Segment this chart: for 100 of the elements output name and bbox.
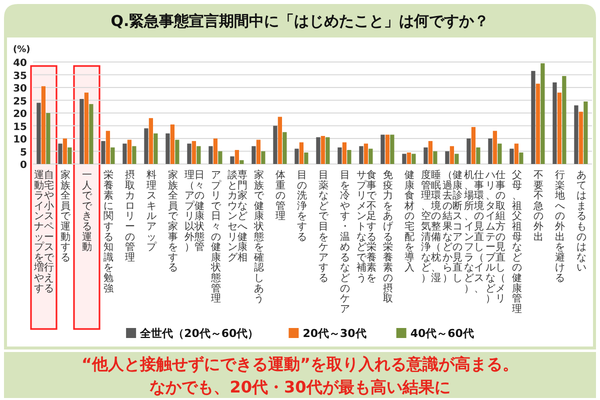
bar [89, 104, 94, 164]
category-label: 自宅や小スペースで行える運動ラインナップを増やす [34, 170, 54, 294]
bar [256, 140, 261, 164]
bar [536, 84, 540, 164]
bar [234, 150, 240, 164]
category-label: 仕事環境の見直し（イス、机、場所、インフラなど） [464, 170, 484, 294]
bar [385, 134, 390, 164]
bar [218, 151, 222, 164]
bar [166, 133, 170, 164]
legend-label: 全世代（20代～60代） [139, 327, 259, 340]
bar [476, 147, 480, 164]
bar [36, 102, 41, 164]
bar [208, 146, 213, 164]
bar [574, 105, 578, 164]
bar [578, 112, 584, 164]
bar [278, 116, 282, 164]
category-label: 栄養素に関する知識を勉強 [103, 170, 114, 294]
bar [252, 146, 256, 164]
bar [187, 144, 192, 164]
bar [368, 148, 373, 164]
bar [433, 151, 438, 164]
y-tick-label: 10 [13, 134, 28, 146]
bar [402, 154, 406, 164]
bar [110, 147, 115, 164]
bar [428, 141, 433, 164]
bar [562, 76, 566, 164]
bar [359, 146, 364, 164]
bar [196, 146, 201, 164]
y-tick-label: 0 [20, 160, 28, 171]
bar [282, 132, 287, 164]
bar [46, 113, 50, 164]
y-tick-label: 5 [20, 147, 28, 158]
category-label: 家族全員で運動する [60, 170, 70, 264]
bar [531, 70, 536, 164]
category-label: 健康食材の宅配を導入 [404, 170, 414, 274]
bar [412, 154, 416, 164]
bar [299, 142, 304, 164]
bar [170, 124, 175, 164]
y-tick-label: 20 [13, 109, 28, 120]
bar [148, 118, 154, 164]
x-tick-label: 不要不急の外出 [532, 170, 544, 243]
bar [380, 134, 385, 164]
bar [492, 130, 498, 164]
bar [240, 160, 244, 164]
category-label: 行楽地への外出を避ける [554, 170, 565, 284]
category-label: アプリで日々の健康状態管理 [210, 170, 221, 305]
bar [122, 144, 127, 164]
bar [519, 152, 524, 164]
bar [424, 147, 428, 164]
bar [450, 146, 454, 164]
y-tick-label: 35 [13, 70, 28, 82]
y-tick-label: 30 [13, 84, 28, 94]
bar [304, 152, 308, 164]
bar [144, 128, 148, 164]
category-label: 睡眠環境の整備（枕、湿度管理、空気清浄など） [420, 170, 441, 284]
category-label: 免疫力をあげる栄養素の摂取 [382, 170, 393, 305]
category-label: 専門家などへ健康相談とカウンセリング [227, 170, 248, 264]
bar [62, 138, 68, 164]
bar [273, 126, 278, 164]
bar [84, 92, 89, 164]
y-tick-label: 40 [13, 58, 28, 69]
category-label: 目薬などで目をケアする [318, 170, 328, 284]
bar [127, 140, 132, 164]
bar [342, 142, 347, 164]
y-tick-label: 15 [13, 122, 28, 133]
category-label: 家族で健康状態を確認しあう [254, 170, 264, 305]
bar [294, 148, 299, 164]
bar [584, 102, 588, 164]
bar [364, 144, 368, 164]
category-label: 家族全員で家事をする [168, 170, 178, 274]
bar [68, 147, 72, 164]
bar [514, 144, 519, 164]
bar [175, 140, 180, 164]
legend-label: 40代～60代 [410, 327, 474, 340]
bar [261, 151, 266, 164]
bar [445, 151, 450, 164]
bar [192, 141, 196, 164]
chart-title: Q.緊急事態宣言期間中に「はじめたこと」は何ですか？ [110, 12, 490, 30]
bar [510, 148, 514, 164]
bar [326, 137, 330, 164]
category-label: 健康診断スコアの見直し（過去の結果などから） [442, 170, 462, 284]
y-tick-label: 25 [13, 96, 28, 108]
x-tick-label: 目の洗浄をする [296, 170, 307, 243]
bar [132, 146, 136, 164]
bar [557, 92, 562, 164]
bar [540, 63, 545, 164]
category-label: 日々の健康状態管理（アプリ以外） [184, 170, 204, 254]
category-label: 食事で不足する栄養素をサプリメントなどで補う [356, 170, 376, 284]
bar [41, 86, 46, 164]
bar [213, 138, 218, 164]
bar [498, 144, 502, 164]
category-label: 目を冷やす・温めるなどのケア [340, 170, 350, 315]
category-label: あてはまるものはない [576, 170, 586, 274]
x-tick-label: 一人でできる運動 [82, 170, 93, 254]
bar [154, 133, 158, 164]
bar [58, 144, 62, 164]
bar [80, 98, 84, 164]
bar [488, 138, 492, 164]
bar [316, 137, 320, 164]
category-label: 摂取カロリーの管理 [124, 170, 135, 264]
